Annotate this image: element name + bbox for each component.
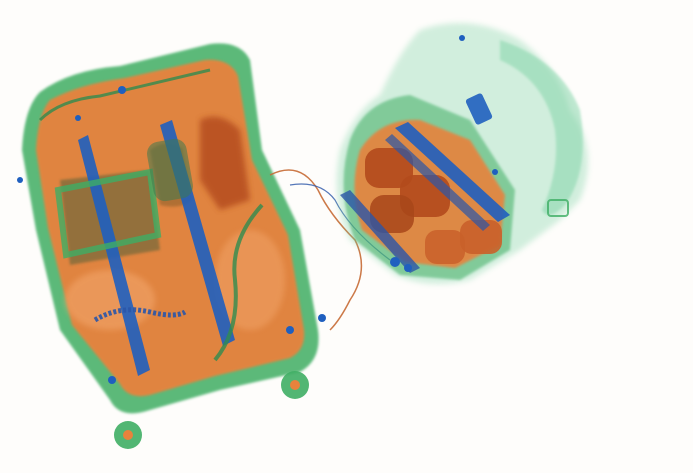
suitcase-wheel-1-hub — [290, 380, 300, 390]
backpack-item-3 — [370, 195, 414, 233]
backpack-item-4 — [460, 220, 502, 254]
suitcase-metal-bit-3 — [286, 326, 294, 334]
suitcase-cable — [213, 203, 264, 362]
suitcase-metal-bit-1 — [118, 86, 126, 94]
backpack — [336, 22, 588, 285]
backpack-strap — [500, 40, 583, 215]
suitcase-dark-block — [200, 116, 250, 210]
backpack-item-5 — [425, 230, 465, 264]
suitcase-frame-line — [38, 68, 211, 122]
suitcase-rail-left — [78, 135, 150, 376]
backpack-hardware-3 — [459, 35, 465, 41]
backpack-metal-strip-2 — [385, 134, 490, 231]
suitcase-metal-bit-5 — [17, 177, 23, 183]
suitcase-pocket — [54, 168, 162, 259]
suitcase-metal-bit-4 — [108, 376, 116, 384]
suitcase-bottle — [146, 138, 194, 202]
backpack-hardware-2 — [404, 264, 412, 272]
backpack-hardware-1 — [390, 257, 400, 267]
backpack-buckle — [465, 93, 493, 125]
suitcase-zipper-cluster — [93, 307, 187, 323]
suitcase-wheel-2-hub — [123, 430, 133, 440]
backpack-item-1 — [365, 148, 413, 188]
suitcase — [17, 43, 319, 449]
backpack-metal-strip-3 — [340, 190, 420, 273]
cable-plug — [318, 314, 326, 322]
suitcase-fabric-1 — [65, 270, 155, 330]
backpack-hardware-4 — [492, 169, 498, 175]
backpack-metal-strip-1 — [395, 122, 510, 222]
suitcase-fabric-2 — [215, 230, 285, 330]
backpack-strap-tag — [547, 199, 569, 217]
suitcase-metal-bit-2 — [75, 115, 81, 121]
